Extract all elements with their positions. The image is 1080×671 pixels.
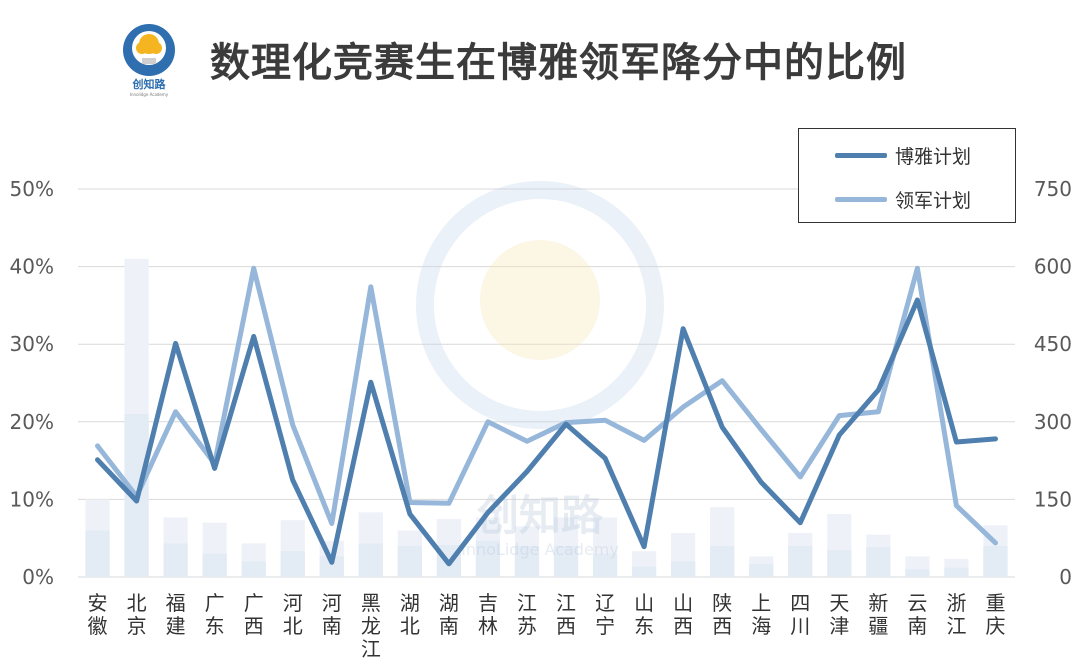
logo: 创知路 Innolidge Academy [118, 22, 180, 98]
bar-inner [280, 551, 305, 577]
bar-inner [592, 553, 618, 577]
bar-inner [788, 545, 813, 577]
y-right-tick-label: 150 [1034, 487, 1072, 511]
y-left-tick-label: 50% [10, 177, 54, 201]
x-tick-label: 重庆 [985, 591, 1005, 638]
legend-item-lingjun: 领军计划 [835, 187, 972, 212]
x-tick-label: 天津 [829, 591, 849, 638]
x-tick-label: 陕西 [712, 591, 732, 638]
bar-inner [358, 543, 383, 577]
y-axis-left: 0% 10% 20% 30% 40% 50% [10, 177, 54, 589]
x-tick-label: 上海 [751, 591, 771, 638]
bar-inner [671, 561, 696, 577]
watermark-text: 创知路 [477, 491, 604, 540]
y-right-tick-label: 0 [1059, 565, 1072, 589]
bar-inner [866, 546, 891, 577]
grid-lines [78, 188, 1015, 578]
y-right-tick-label: 450 [1034, 332, 1072, 356]
bar-inner [241, 561, 266, 577]
series-lines [95, 265, 998, 567]
x-tick-label: 新疆 [868, 591, 888, 638]
x-tick-label: 广东 [205, 591, 225, 638]
legend-item-boya: 博雅计划 [835, 143, 972, 168]
x-tick-label: 江苏 [517, 591, 537, 638]
legend-label-lingjun: 领军计划 [895, 189, 972, 212]
x-tick-label: 辽宁 [595, 591, 615, 638]
x-tick-label: 河北 [283, 591, 303, 638]
bar-inner [85, 530, 110, 577]
x-tick-label: 山东 [634, 591, 654, 638]
chart-title: 数理化竞赛生在博雅领军降分中的比例 [210, 40, 907, 86]
bar-inner [905, 569, 930, 577]
bar-inner [710, 545, 735, 577]
legend-swatch-lingjun [835, 196, 887, 202]
y-left-tick-label: 30% [10, 332, 54, 356]
bar-inner [944, 567, 969, 577]
bar-inner [163, 543, 188, 577]
logo-text: 创知路 [132, 77, 167, 91]
bar-inner [475, 540, 501, 577]
x-tick-label: 吉林 [478, 591, 498, 638]
line-lingjun [95, 265, 998, 546]
line-boya [95, 297, 998, 567]
y-left-tick-label: 10% [10, 487, 54, 511]
x-tick-label: 河南 [322, 591, 342, 638]
bar-inner [827, 550, 852, 577]
watermark-bulb-icon [416, 181, 664, 429]
x-tick-label: 浙江 [946, 591, 966, 638]
x-tick-label: 北京 [127, 591, 147, 638]
y-right-tick-label: 300 [1034, 410, 1072, 434]
watermark-subtext: InnoLidge Academy [461, 540, 619, 559]
bar-inner [397, 545, 422, 577]
logo-subtext: Innolidge Academy [130, 92, 169, 97]
x-tick-label: 安徽 [88, 591, 108, 638]
bar-inner [319, 556, 344, 577]
bar-inner [202, 553, 227, 577]
x-tick-label: 江西 [556, 591, 576, 638]
y-right-tick-label: 600 [1034, 255, 1072, 279]
y-left-tick-label: 0% [22, 565, 54, 589]
x-tick-label: 湖南 [439, 591, 459, 638]
bar-inner [514, 545, 540, 577]
bar-inner [553, 545, 579, 577]
bar-inner [632, 566, 657, 577]
x-axis: 安徽北京福建广东广西河北河南黑龙江湖北湖南吉林江苏江西辽宁山东山西陕西上海四川天… [88, 591, 1006, 661]
bar-inner [749, 564, 774, 577]
x-tick-label: 广西 [244, 591, 264, 638]
x-tick-label: 黑龙江 [361, 591, 381, 661]
legend-label-boya: 博雅计划 [895, 145, 972, 168]
x-tick-label: 山西 [673, 591, 693, 638]
watermark: 创知路 InnoLidge Academy [416, 181, 664, 559]
y-left-tick-label: 20% [10, 410, 54, 434]
x-tick-label: 湖北 [400, 591, 420, 638]
y-axis-right: 0 150 300 450 600 750 [1034, 177, 1072, 589]
bar-inner [983, 545, 1008, 577]
x-tick-label: 四川 [790, 591, 810, 638]
y-right-tick-label: 750 [1034, 177, 1072, 201]
legend-swatch-boya [835, 152, 887, 158]
bars-background [85, 258, 1008, 577]
x-tick-label: 云南 [907, 591, 927, 638]
x-tick-label: 福建 [166, 591, 186, 638]
y-left-tick-label: 40% [10, 255, 54, 279]
legend: 博雅计划 领军计划 [798, 128, 1016, 223]
